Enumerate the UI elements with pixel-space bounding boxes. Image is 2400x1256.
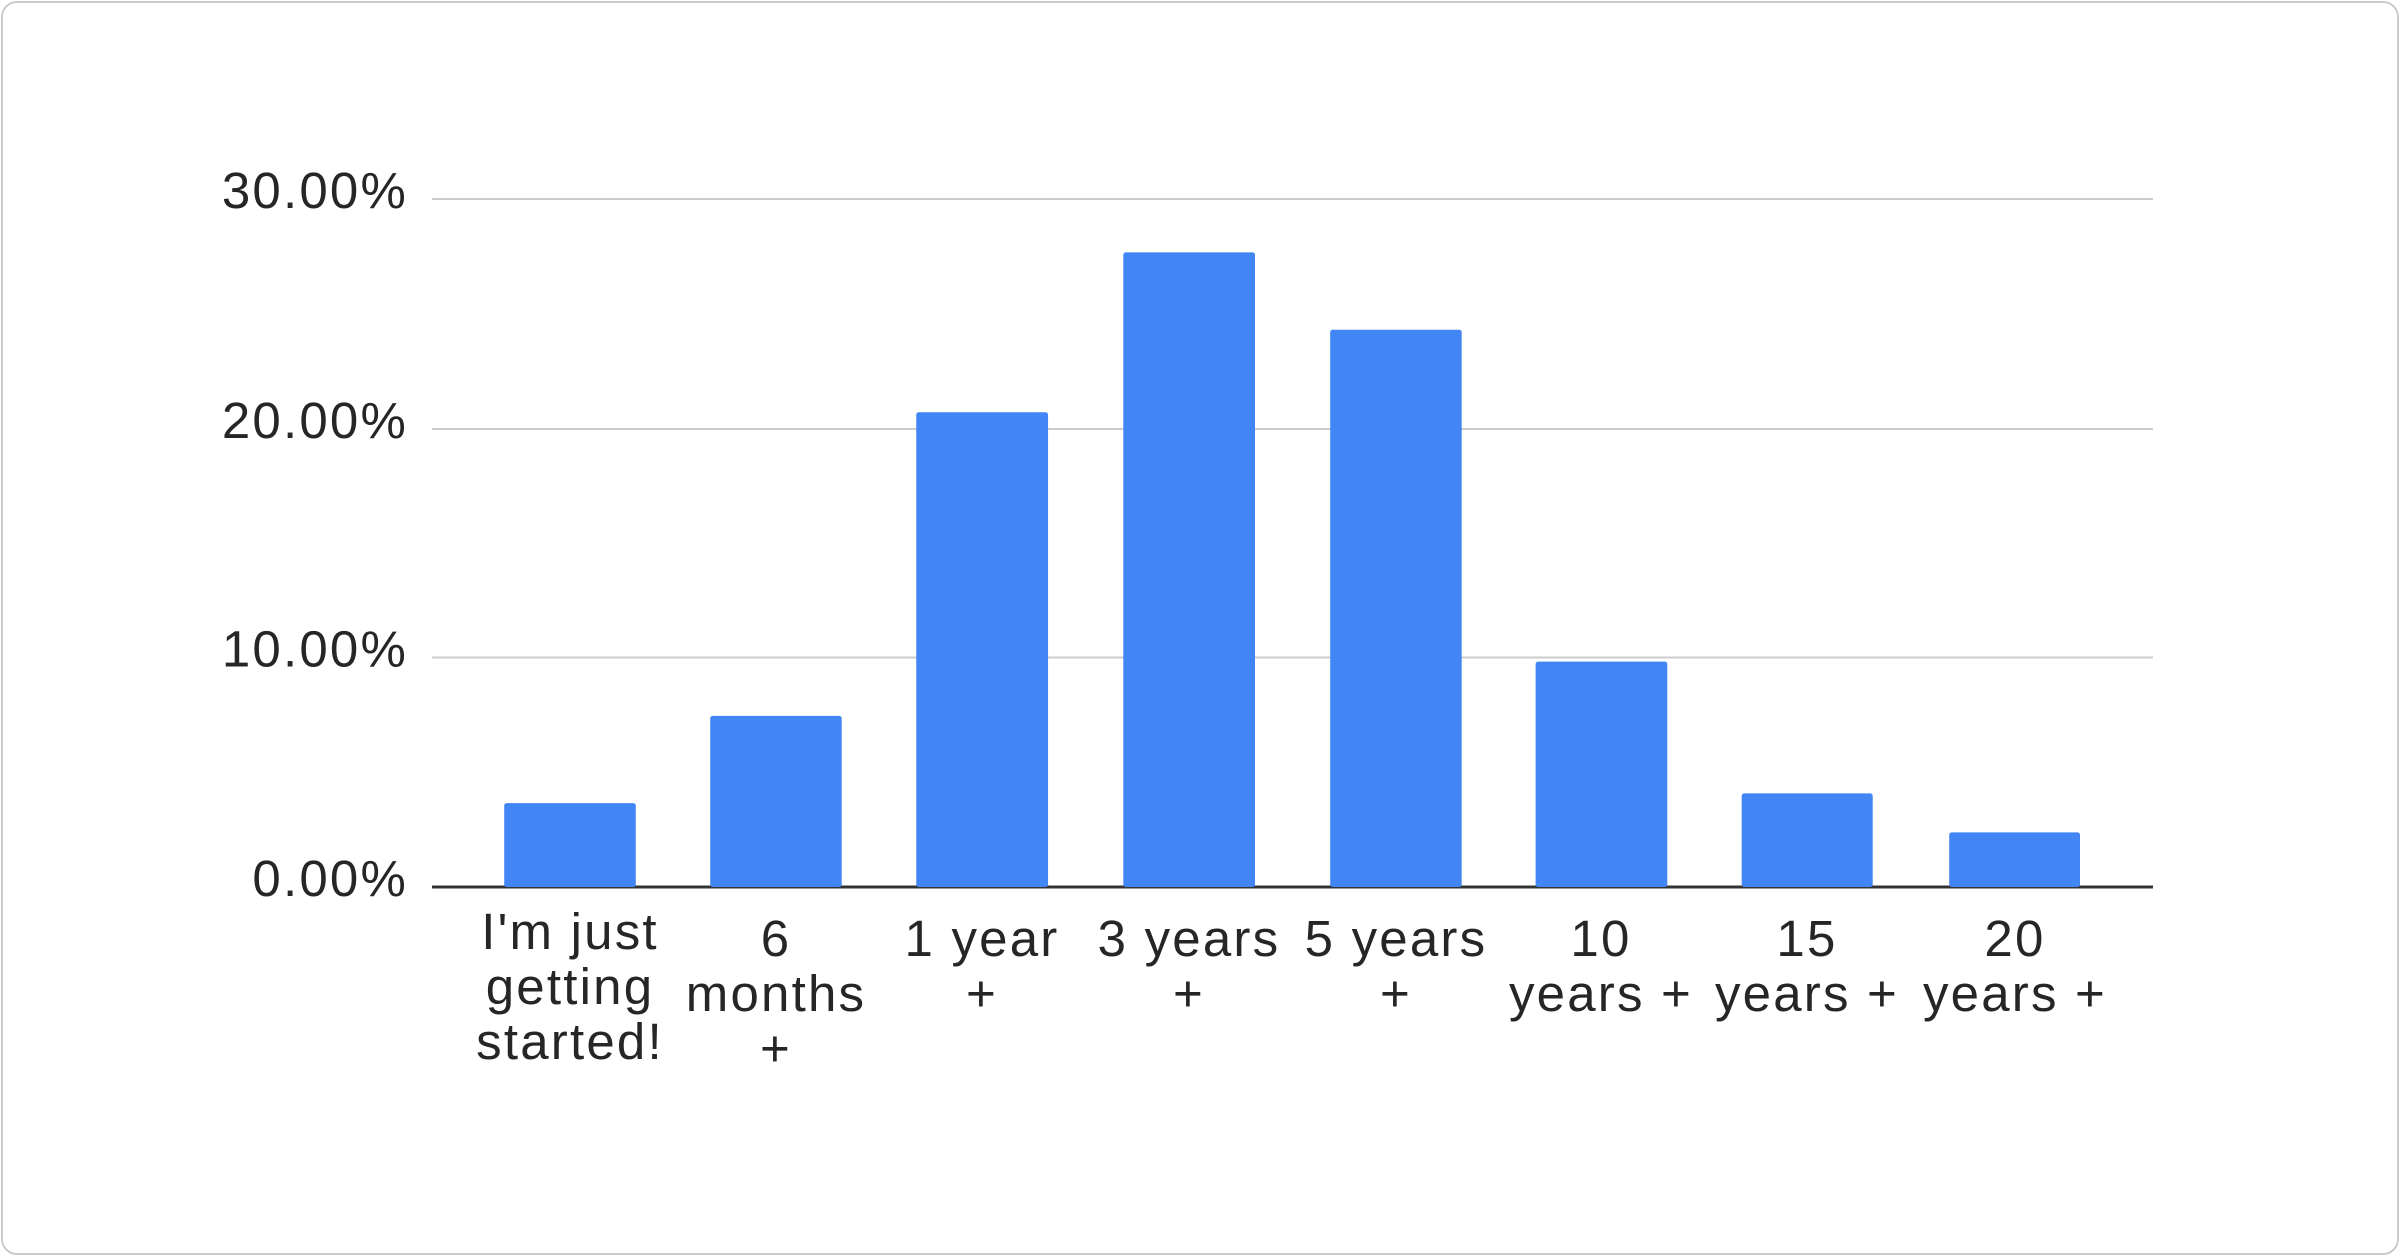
- svg-text:years +: years +: [1715, 965, 1899, 1022]
- svg-text:10: 10: [1570, 910, 1631, 967]
- svg-text:20.00%: 20.00%: [222, 392, 408, 449]
- svg-text:years +: years +: [1923, 965, 2107, 1022]
- svg-text:3 years: 3 years: [1098, 910, 1281, 967]
- svg-text:0.00%: 0.00%: [252, 850, 408, 907]
- svg-text:6: 6: [761, 910, 792, 967]
- svg-text:30.00%: 30.00%: [222, 162, 408, 219]
- svg-text:years +: years +: [1509, 965, 1693, 1022]
- svg-text:getting: getting: [486, 958, 655, 1015]
- svg-text:15: 15: [1776, 910, 1837, 967]
- svg-text:+: +: [1380, 965, 1412, 1022]
- svg-text:20: 20: [1984, 910, 2045, 967]
- svg-text:5 years: 5 years: [1305, 910, 1488, 967]
- svg-text:1 year: 1 year: [905, 910, 1060, 967]
- svg-text:10.00%: 10.00%: [222, 621, 408, 678]
- svg-text:+: +: [966, 965, 998, 1022]
- svg-text:months: months: [686, 965, 866, 1022]
- svg-text:+: +: [1173, 965, 1205, 1022]
- svg-text:I'm just: I'm just: [481, 903, 659, 960]
- svg-text:started!: started!: [476, 1013, 664, 1070]
- svg-text:+: +: [760, 1020, 792, 1077]
